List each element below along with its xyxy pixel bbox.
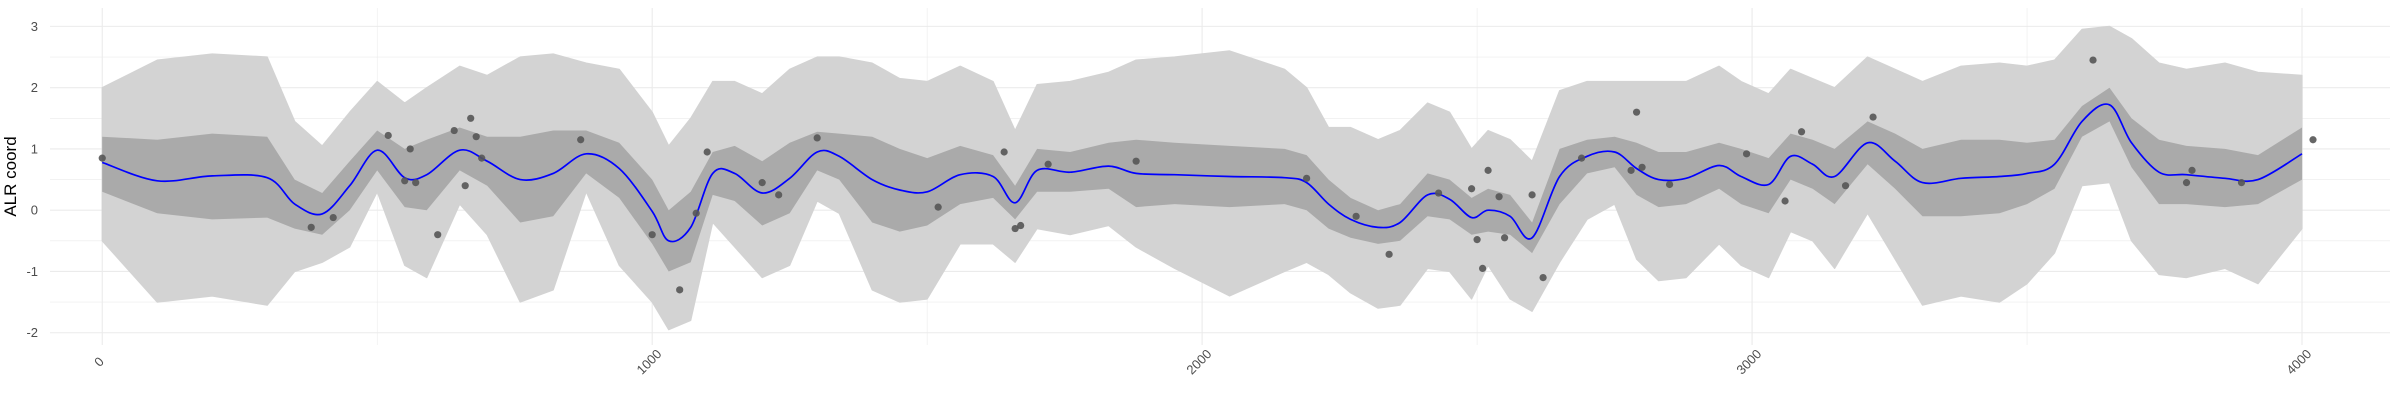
x-tick-label: 3000 <box>1733 346 1764 377</box>
data-point <box>1797 128 1806 136</box>
data-point <box>1665 180 1674 189</box>
data-point <box>1467 185 1476 193</box>
data-point <box>1000 148 1008 156</box>
data-point <box>461 182 469 190</box>
data-point <box>775 191 783 199</box>
y-tick-label: 3 <box>31 19 38 34</box>
data-point <box>2237 179 2246 187</box>
data-point <box>307 223 315 231</box>
x-tick-label: 2000 <box>1183 346 1214 377</box>
inner-credible-band <box>102 87 2303 272</box>
y-tick-label: 0 <box>31 203 38 218</box>
data-point <box>1528 191 1536 199</box>
data-point <box>1385 250 1393 258</box>
data-point <box>1627 166 1635 174</box>
mean-line <box>101 103 2303 243</box>
data-point <box>384 131 392 140</box>
data-point <box>813 134 821 142</box>
data-point <box>648 231 656 239</box>
data-point <box>2089 56 2097 64</box>
y-axis-title: ALR coord <box>1 136 20 216</box>
data-point <box>401 177 409 185</box>
data-point <box>406 145 414 153</box>
band-layer <box>101 25 2303 331</box>
data-point <box>1435 189 1443 197</box>
data-point <box>676 286 684 294</box>
data-point <box>577 136 585 144</box>
point-layer <box>98 56 2317 294</box>
data-point <box>2182 179 2191 187</box>
data-point <box>1869 113 1877 121</box>
data-point <box>450 126 458 135</box>
y-tick-label: 1 <box>31 141 38 156</box>
data-point <box>1539 274 1547 282</box>
data-point <box>692 209 700 217</box>
data-point <box>1841 182 1850 190</box>
data-point <box>467 114 475 122</box>
data-point <box>1352 212 1360 220</box>
data-point <box>472 133 480 141</box>
data-point <box>1638 163 1646 171</box>
line-layer <box>101 103 2303 243</box>
y-tick-label: 2 <box>31 80 38 95</box>
data-point <box>1500 234 1509 242</box>
data-point <box>1495 193 1503 201</box>
x-tick-label: 4000 <box>2283 346 2314 377</box>
data-point <box>434 231 442 239</box>
data-point <box>1303 174 1311 182</box>
data-point <box>1781 197 1789 205</box>
data-point <box>1484 166 1492 174</box>
data-point <box>1742 150 1751 158</box>
data-point <box>934 203 942 211</box>
data-point <box>703 148 711 156</box>
data-point <box>1473 236 1481 244</box>
y-tick-label: -2 <box>26 325 38 340</box>
data-point <box>478 154 486 162</box>
data-point <box>2309 136 2317 144</box>
x-tick-label: 1000 <box>633 346 664 377</box>
data-point <box>329 213 337 222</box>
data-point <box>1478 264 1487 273</box>
data-point <box>1132 157 1140 165</box>
data-point <box>758 179 766 187</box>
x-tick-label: 0 <box>91 354 107 370</box>
data-point <box>2188 166 2196 174</box>
data-point <box>1577 154 1586 162</box>
data-point <box>1044 160 1052 168</box>
data-point <box>1011 224 1019 233</box>
data-point <box>412 179 420 187</box>
y-tick-label: -1 <box>26 264 38 279</box>
data-point <box>1017 221 1025 230</box>
data-point <box>98 154 106 162</box>
data-point <box>1632 108 1641 116</box>
